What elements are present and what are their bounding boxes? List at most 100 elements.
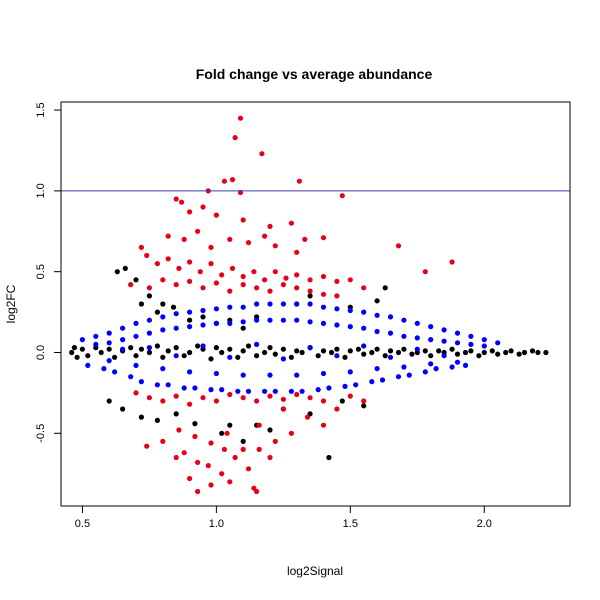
point-red (254, 285, 260, 291)
point-blue (320, 320, 327, 326)
point-black (401, 346, 407, 352)
y-axis: -0.5 0.0 0.5 1.0 1.5 (35, 102, 62, 443)
point-blue (85, 362, 91, 368)
point-blue (173, 325, 179, 331)
point-black (481, 349, 487, 356)
point-red (262, 233, 268, 239)
point-blue (133, 362, 139, 368)
point-red (227, 288, 233, 294)
point-red (208, 244, 214, 250)
point-red (179, 199, 185, 205)
point-red (195, 488, 201, 495)
point-red (181, 236, 187, 242)
point-blue (208, 387, 214, 393)
point-black (240, 348, 246, 354)
point-blue (254, 317, 260, 323)
point-red (173, 454, 179, 461)
point-black (114, 269, 120, 275)
point-blue (374, 312, 380, 318)
point-red (200, 204, 206, 210)
point-black (436, 348, 442, 354)
point-black (339, 398, 345, 404)
point-blue (213, 306, 219, 312)
point-red (267, 223, 273, 229)
point-blue (401, 317, 407, 323)
point-blue (200, 307, 206, 314)
point-black (200, 314, 206, 320)
point-red (208, 261, 214, 267)
point-blue (133, 333, 139, 339)
point-blue (240, 304, 246, 310)
point-black (529, 348, 536, 354)
point-red (267, 288, 273, 294)
point-red (197, 269, 203, 275)
point-red (294, 249, 300, 255)
point-red (294, 272, 300, 278)
point-blue (187, 369, 193, 375)
point-red (347, 393, 353, 399)
point-black (495, 351, 501, 357)
point-blue (406, 372, 412, 378)
point-red (320, 273, 327, 280)
point-black (361, 403, 367, 409)
point-red (219, 272, 225, 278)
point-black (315, 353, 321, 359)
point-blue (227, 320, 233, 326)
point-black (267, 427, 273, 433)
point-blue (120, 337, 126, 343)
point-black (347, 348, 353, 354)
point-blue (361, 325, 367, 331)
point-red (232, 454, 238, 461)
point-black (133, 353, 139, 359)
point-blue (387, 330, 394, 336)
point-blue (294, 317, 300, 323)
point-blue (101, 366, 107, 372)
point-red (187, 278, 193, 284)
y-tick-label: 1.0 (35, 183, 47, 198)
point-red (176, 265, 182, 271)
point-black (535, 349, 541, 356)
point-black (320, 348, 327, 354)
point-black (428, 353, 434, 359)
point-black (245, 343, 252, 349)
point-black (133, 277, 139, 283)
point-red (240, 446, 246, 452)
point-black (454, 351, 461, 357)
point-blue (272, 388, 278, 394)
point-blue (320, 304, 327, 310)
point-black (112, 354, 118, 360)
point-blue (133, 320, 139, 326)
point-black (272, 351, 278, 357)
point-blue (299, 388, 305, 394)
point-blue (227, 354, 233, 360)
point-blue (454, 359, 461, 365)
point-blue (146, 345, 152, 351)
point-red (245, 240, 252, 246)
point-blue (294, 301, 300, 307)
point-black (106, 398, 112, 404)
point-red (232, 135, 238, 141)
point-blue (240, 372, 246, 378)
point-red (262, 277, 268, 283)
point-blue (106, 330, 112, 336)
point-blue (428, 361, 434, 367)
point-black (409, 351, 415, 357)
point-red (213, 212, 219, 218)
point-blue (441, 338, 447, 344)
point-red (128, 282, 134, 288)
point-blue (160, 327, 166, 333)
point-red (208, 440, 214, 446)
point-black (503, 349, 509, 356)
point-black (106, 346, 112, 352)
x-axis-label: log2Signal (287, 564, 343, 578)
point-red (213, 280, 219, 286)
point-black (160, 301, 166, 307)
point-black (122, 265, 128, 271)
point-red (280, 396, 286, 402)
point-blue (160, 314, 166, 320)
point-black (361, 351, 367, 357)
point-red (173, 393, 179, 399)
point-red (187, 259, 193, 265)
point-blue (160, 366, 166, 372)
